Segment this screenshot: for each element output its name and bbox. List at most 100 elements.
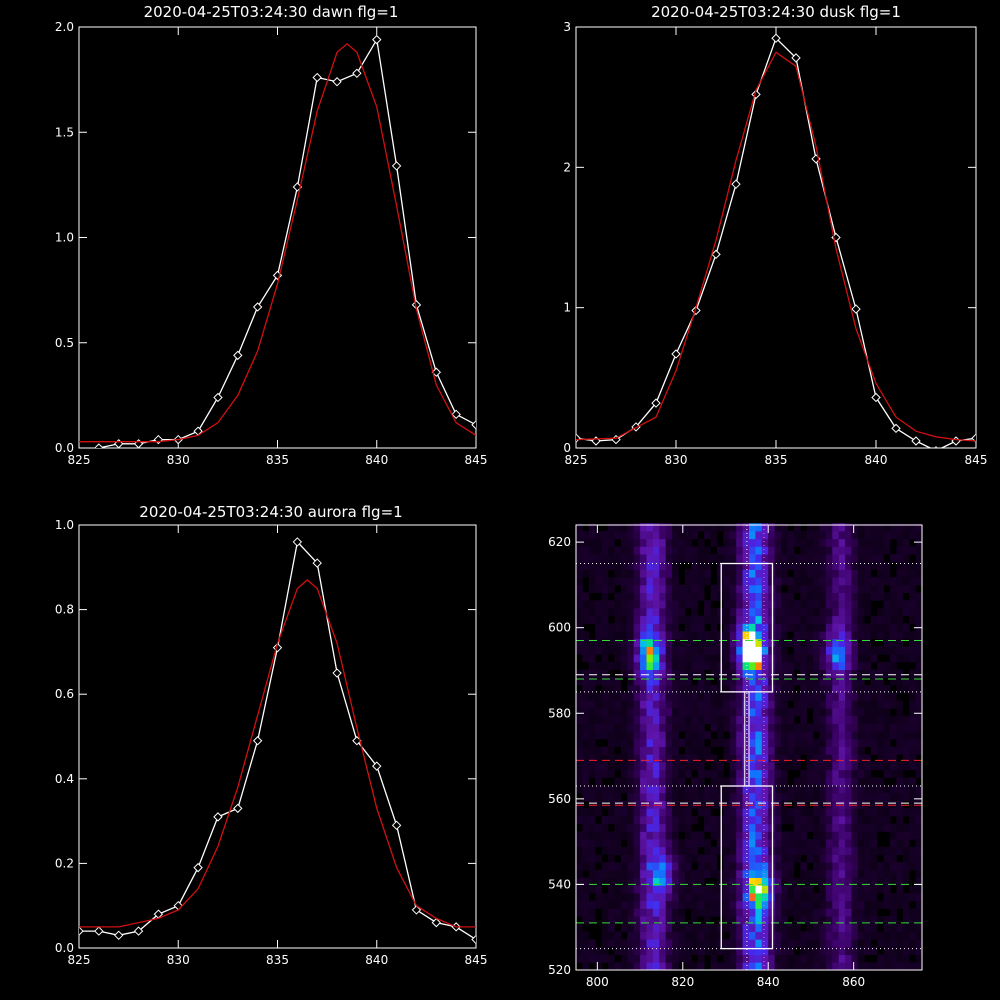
heatmap-cell: [723, 939, 731, 948]
heatmap-cell: [633, 823, 641, 832]
heatmap-cell: [857, 723, 865, 732]
heatmap-cell: [742, 661, 750, 670]
heatmap-cell: [678, 546, 686, 555]
heatmap-cell: [845, 661, 852, 670]
heatmap-cell: [723, 561, 731, 570]
heatmap-cell: [627, 592, 635, 601]
heatmap-cell: [704, 746, 711, 755]
heatmap-cell: [896, 554, 904, 563]
heatmap-cell: [787, 785, 795, 794]
heatmap-cell: [806, 538, 814, 547]
heatmap-cell: [883, 669, 891, 678]
heatmap-cell: [601, 916, 609, 925]
heatmap-cell: [684, 569, 692, 578]
heatmap-cell: [697, 669, 705, 678]
heatmap-cell: [717, 669, 724, 678]
heatmap-cell: [761, 839, 769, 848]
heatmap-cell: [857, 954, 865, 963]
heatmap-cell: [845, 584, 852, 593]
heatmap-cell: [781, 669, 788, 678]
heatmap-cell: [627, 646, 635, 655]
heatmap-cell: [691, 700, 699, 709]
heatmap-cell: [890, 654, 897, 663]
heatmap-cell: [723, 869, 731, 878]
heatmap-cell: [761, 846, 769, 855]
heatmap-cell: [710, 800, 718, 809]
heatmap-cell: [896, 923, 904, 932]
heatmap-cell: [678, 923, 686, 932]
heatmap-cell: [819, 777, 827, 786]
heatmap-cell: [857, 854, 865, 863]
heatmap-cell: [736, 816, 743, 825]
heatmap-cell: [633, 623, 641, 632]
heatmap-cell: [723, 746, 731, 755]
heatmap-cell: [774, 831, 782, 840]
heatmap-cell: [749, 885, 756, 894]
heatmap-cell: [697, 792, 705, 801]
heatmap-cell: [755, 731, 763, 740]
heatmap-cell: [896, 561, 904, 570]
heatmap-cell: [877, 746, 884, 755]
heatmap-cell: [717, 816, 724, 825]
heatmap-cell: [595, 769, 602, 778]
heatmap-cell: [601, 754, 609, 763]
heatmap-cell: [633, 523, 641, 532]
heatmap-cell: [838, 900, 846, 909]
heatmap-cell: [890, 962, 897, 971]
heatmap-cell: [742, 715, 750, 724]
heatmap-cell: [678, 754, 686, 763]
heatmap-cell: [749, 808, 756, 817]
heatmap-cell: [870, 692, 878, 701]
heatmap-cell: [576, 862, 583, 871]
heatmap-cell: [890, 862, 897, 871]
heatmap-cell: [640, 677, 647, 686]
heatmap-cell: [793, 931, 801, 940]
heatmap-cell: [915, 946, 923, 955]
heatmap-cell: [902, 715, 910, 724]
heatmap-cell: [697, 854, 705, 863]
heatmap-cell: [652, 839, 660, 848]
heatmap-cell: [749, 792, 756, 801]
heatmap-cell: [800, 939, 808, 948]
heatmap-cell: [678, 931, 686, 940]
heatmap-cell: [749, 931, 756, 940]
heatmap-cell: [633, 685, 641, 694]
heatmap-cell: [890, 808, 897, 817]
heatmap-cell: [620, 908, 628, 917]
heatmap-cell: [729, 654, 737, 663]
heatmap-cell: [832, 893, 840, 902]
heatmap-cell: [870, 584, 878, 593]
heatmap-cell: [915, 800, 923, 809]
heatmap-cell: [832, 692, 840, 701]
heatmap-cell: [870, 777, 878, 786]
heatmap-cell: [768, 646, 775, 655]
heatmap-cell: [819, 554, 827, 563]
heatmap-cell: [723, 569, 731, 578]
heatmap-cell: [665, 723, 673, 732]
heatmap-cell: [813, 823, 820, 832]
heatmap-cell: [723, 877, 731, 886]
heatmap-cell: [678, 584, 686, 593]
heatmap-cell: [825, 900, 833, 909]
heatmap-cell: [576, 723, 583, 732]
heatmap-cell: [793, 762, 801, 771]
heatmap-cell: [665, 885, 673, 894]
heatmap-cell: [915, 708, 923, 717]
heatmap-cell: [627, 661, 635, 670]
heatmap-cell: [582, 831, 590, 840]
heatmap-cell: [781, 777, 788, 786]
heatmap-cell: [717, 615, 724, 624]
heatmap-cell: [851, 785, 859, 794]
heatmap-cell: [896, 939, 904, 948]
heatmap-cell: [883, 800, 891, 809]
heatmap-cell: [620, 546, 628, 555]
heatmap-cell: [857, 862, 865, 871]
heatmap-cell: [915, 608, 923, 617]
heatmap-cell: [768, 900, 775, 909]
heatmap-cell: [870, 816, 878, 825]
heatmap-cell: [691, 577, 699, 586]
heatmap-cell: [755, 661, 763, 670]
heatmap-cell: [755, 523, 763, 532]
heatmap-cell: [601, 908, 609, 917]
heatmap-cell: [646, 854, 654, 863]
